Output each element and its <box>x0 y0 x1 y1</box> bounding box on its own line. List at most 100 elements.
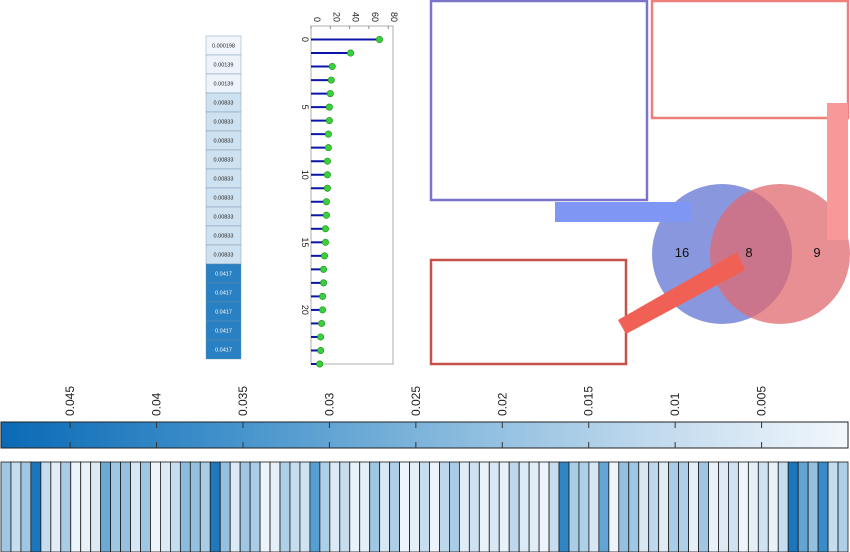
hstrip-cell <box>548 461 560 552</box>
hstrip-cell <box>827 461 839 552</box>
hstrip-cell <box>708 461 719 552</box>
hstrip-cell <box>120 461 131 552</box>
hstrip-cell <box>259 461 271 552</box>
colorbar-tick-label: 0.04 <box>150 392 164 416</box>
hstrip-cell <box>299 461 311 552</box>
hstrip-cell <box>379 461 391 552</box>
hstrip-cell <box>458 461 470 552</box>
stem-y-ticks: 0 5 10 15 20 <box>300 37 314 315</box>
vheat-cell-label: 0.0417 <box>215 310 232 316</box>
stem-y-tick-label: 5 <box>300 105 310 110</box>
callout-box-salmon <box>650 0 850 120</box>
hstrip-cell <box>50 461 62 552</box>
colorbar-tick-label: 0.005 <box>755 386 769 416</box>
hstrip-cell <box>100 461 112 552</box>
hstrip-cell <box>488 461 500 552</box>
hstrip-cell <box>369 461 381 552</box>
stem-marker <box>323 184 331 192</box>
stem-marker <box>320 265 328 273</box>
venn-set-red <box>710 184 850 324</box>
hstrip-cell <box>229 461 241 552</box>
hstrip-cell <box>558 461 570 552</box>
stem-marker <box>375 36 383 44</box>
vheat-cell-label: 0.00833 <box>214 215 234 221</box>
vheat-cell-label: 0.00833 <box>214 177 234 183</box>
stem-marker <box>318 319 326 327</box>
vertical-heatmap: 0.000198 0.00139 0.00139 0.00833 0.00833 0.00… <box>205 35 242 360</box>
callout-arrow-blue <box>555 202 691 222</box>
vheat-cell-label: 0.00833 <box>214 196 234 202</box>
hstrip-cell <box>140 461 151 552</box>
hstrip-cell <box>329 461 341 552</box>
hstrip-cell <box>757 461 769 552</box>
hstrip-cell <box>598 461 610 552</box>
hstrip-cell <box>20 461 32 552</box>
callout-box-blue <box>429 0 649 202</box>
hstrip-cell <box>279 461 291 552</box>
hstrip-cell <box>628 461 640 552</box>
hstrip-cell <box>249 461 261 552</box>
hstrip-cell <box>0 461 12 552</box>
hstrip-cell <box>767 461 779 552</box>
colorbar-tick-label: 0.01 <box>668 392 682 416</box>
hstrip-cell <box>747 461 759 552</box>
hstrip-cell <box>837 461 849 552</box>
hstrip-cell <box>209 461 221 552</box>
hstrip-cell <box>718 461 729 552</box>
stem-y-tick-label: 0 <box>300 37 310 42</box>
hstrip-cell <box>698 461 709 552</box>
hstrip-cell <box>508 461 520 552</box>
hstrip-cell <box>518 461 530 552</box>
hstrip-cell <box>130 461 141 552</box>
stem-y-tick-label: 15 <box>300 237 310 247</box>
hstrip-cell <box>797 461 809 552</box>
hstrip-cell <box>160 461 171 552</box>
stem-marker <box>322 211 330 219</box>
hstrip-cell <box>468 461 480 552</box>
stem-marker <box>319 292 327 300</box>
stem-marker <box>326 90 334 98</box>
stem-marker <box>323 171 331 179</box>
hstrip-cell <box>449 461 460 552</box>
hstrip-cell <box>239 461 251 552</box>
hstrip-cell <box>658 461 670 552</box>
vheat-cell-label: 0.00139 <box>214 63 234 69</box>
vheat-cell-label: 0.00833 <box>214 234 234 240</box>
hstrip-cell <box>528 461 540 552</box>
stem-marker <box>317 333 325 341</box>
colorbar-tick-label: 0.045 <box>63 386 77 416</box>
stem-y-tick-label: 10 <box>300 170 310 180</box>
hstrip-cell <box>588 461 600 552</box>
vheat-cell-label: 0.0417 <box>215 348 232 354</box>
vheat-cell-label: 0.00833 <box>214 120 234 126</box>
hstrip-cell <box>169 461 181 552</box>
hstrip-cell <box>807 461 819 552</box>
hstrip-cell <box>40 461 52 552</box>
hstrip-cell <box>30 461 42 552</box>
stem-y-tick-label: 20 <box>300 305 310 315</box>
venn-blue-only-count: 16 <box>675 245 689 260</box>
hstrip-cell <box>568 461 580 552</box>
stem-marker <box>323 157 331 165</box>
stem-x-tick-label: 0 <box>312 17 322 22</box>
hstrip-cell <box>179 461 191 552</box>
hstrip-cell <box>219 461 231 552</box>
callout-arrow-salmon <box>827 103 848 240</box>
hstrip-cell <box>439 461 450 552</box>
stem-marker <box>324 130 332 138</box>
stem-marks <box>311 36 383 368</box>
hstrip-cell <box>429 461 440 552</box>
hstrip-cell <box>409 461 420 552</box>
vheat-cell <box>205 339 242 360</box>
hstrip-cell <box>349 461 361 552</box>
vheat-cell-label: 0.0417 <box>215 329 232 335</box>
callout-box-red <box>429 258 628 366</box>
hstrip-cell <box>668 461 680 552</box>
hstrip-cell <box>269 461 281 552</box>
hstrip-cell <box>737 461 749 552</box>
stem-marker <box>328 63 336 71</box>
stem-marker <box>321 252 329 260</box>
hstrip-cell <box>339 461 351 552</box>
hstrip-cell <box>817 461 829 552</box>
